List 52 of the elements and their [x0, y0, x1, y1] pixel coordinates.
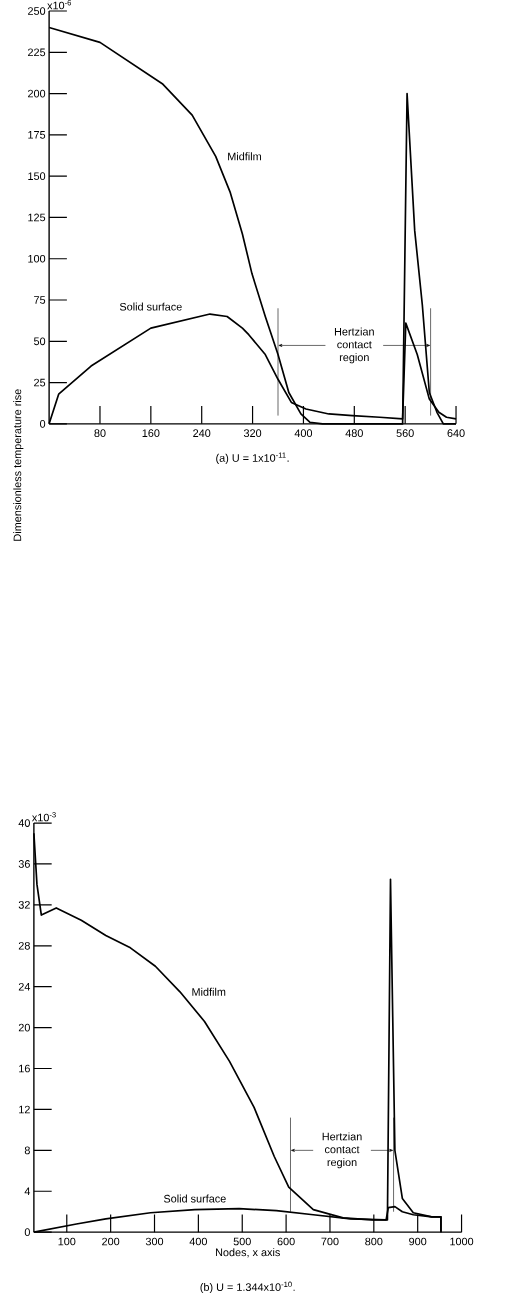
- y-tick-label: 24: [18, 982, 31, 991]
- x-tick-label: 500: [233, 1237, 251, 1246]
- y-tick-label: 0: [24, 1228, 31, 1237]
- x-tick-label: 240: [193, 429, 211, 438]
- x-tick-label: 700: [321, 1237, 339, 1246]
- x-tick-label: 900: [409, 1237, 427, 1246]
- y-tick-label: 16: [19, 1064, 31, 1073]
- y-tick-label: 4: [24, 1187, 31, 1195]
- x-tick-label: 800: [365, 1237, 383, 1246]
- ref-line-label: Hertzian contact region: [335, 327, 374, 364]
- text: x10$^{-6}$: [47, 0, 72, 10]
- series-label: Midfilm: [192, 987, 226, 996]
- x-tick-label: 320: [244, 429, 262, 438]
- x-tick-label: 400: [294, 429, 313, 438]
- x-axis-title: Nodes, x axis: [216, 1248, 281, 1258]
- y-tick-label: 225: [28, 48, 46, 57]
- y-tick-label: 8: [24, 1146, 31, 1155]
- y-tick-label: 125: [28, 213, 46, 222]
- y-axis-title: Dimensionless temperature rise: [13, 389, 24, 541]
- x-tick-label: 1000: [450, 1237, 474, 1246]
- y-tick-label: 28: [18, 941, 31, 950]
- x-tick-label: 300: [145, 1237, 164, 1246]
- text: (b) U = 1.344x10$^{-10}$.: [200, 1281, 295, 1294]
- series-label: Solid surface: [164, 1194, 226, 1203]
- x-tick-label: 160: [142, 429, 160, 438]
- text: x10$^{-3}$: [32, 812, 56, 822]
- y-tick-label: 20: [18, 1023, 31, 1032]
- x-tick-label: 640: [447, 429, 465, 438]
- y-tick-label: 36: [18, 860, 31, 868]
- y-tick-label: 12: [19, 1105, 30, 1114]
- ref-line-label: Hertzian contact region: [322, 1132, 362, 1169]
- y-tick-label: 250: [28, 7, 46, 15]
- x-tick-label: 80: [94, 429, 106, 438]
- x-tick-label: 100: [58, 1237, 76, 1246]
- series-label: Solid surface: [120, 302, 182, 311]
- x-tick-label: 400: [189, 1237, 208, 1246]
- x-tick-label: 600: [277, 1237, 295, 1246]
- x-tick-label: 480: [345, 429, 364, 438]
- y-tick-label: 100: [28, 254, 46, 263]
- y-tick-label: 40: [18, 819, 31, 827]
- y-tick-label: 50: [34, 337, 46, 346]
- y-tick-label: 75: [34, 296, 46, 304]
- x-tick-label: 200: [102, 1237, 120, 1246]
- x-tick-label: 560: [396, 429, 414, 438]
- y-tick-label: 32: [18, 901, 30, 909]
- y-tick-label: 0: [40, 420, 46, 428]
- y-tick-label: 150: [28, 172, 46, 181]
- y-tick-label: 175: [28, 131, 46, 139]
- y-tick-label: 25: [34, 378, 46, 387]
- text: (a) U = 1x10$^{-11}$.: [216, 452, 289, 464]
- series-label: Midfilm: [228, 152, 262, 161]
- y-tick-label: 200: [28, 89, 46, 98]
